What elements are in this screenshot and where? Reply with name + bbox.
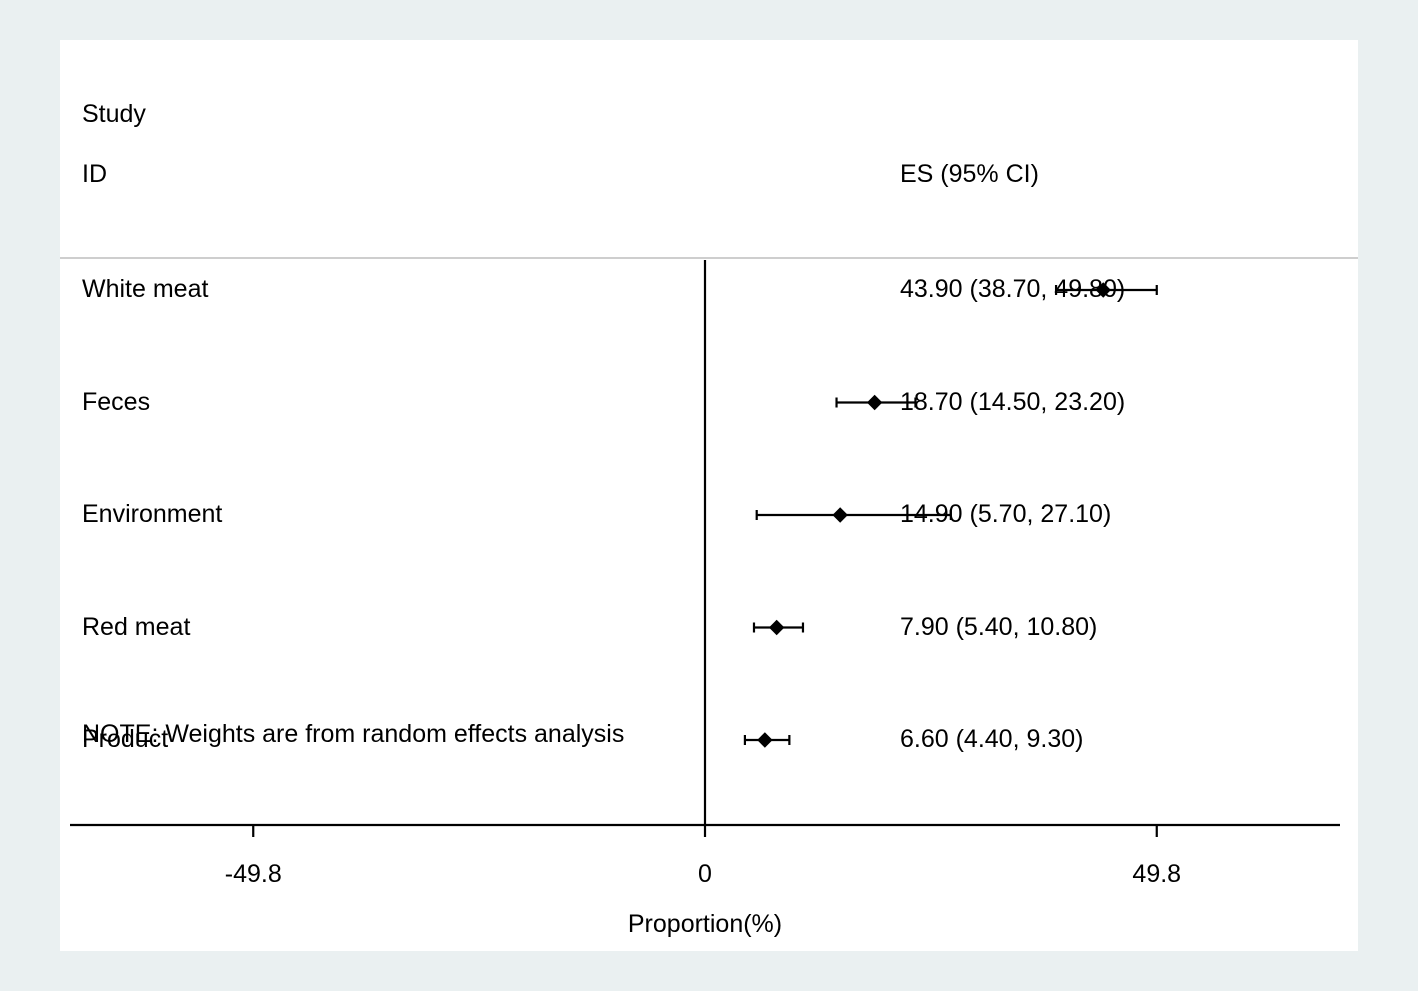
study-label: Feces bbox=[82, 388, 150, 417]
x-axis-tick-label: 49.8 bbox=[1132, 860, 1181, 889]
study-label: Red meat bbox=[82, 613, 190, 642]
point-marker bbox=[832, 507, 847, 522]
study-label: White meat bbox=[82, 275, 208, 304]
chart-canvas: Study ID ES (95% CI) NOTE: Weights are f… bbox=[0, 0, 1418, 991]
point-marker bbox=[757, 732, 772, 747]
header-es-ci: ES (95% CI) bbox=[900, 160, 1039, 189]
x-axis-tick-label: -49.8 bbox=[225, 860, 282, 889]
es-ci-value: 6.60 (4.40, 9.30) bbox=[900, 725, 1083, 754]
svg-layer bbox=[0, 0, 1418, 991]
es-ci-value: 14.90 (5.70, 27.10) bbox=[900, 500, 1111, 529]
es-ci-value: 43.90 (38.70, 49.80) bbox=[900, 275, 1125, 304]
point-marker bbox=[867, 395, 882, 410]
study-label: Environment bbox=[82, 500, 222, 529]
header-study: Study bbox=[82, 100, 146, 129]
x-axis-tick-label: 0 bbox=[698, 860, 712, 889]
study-label: Product bbox=[82, 725, 168, 754]
es-ci-value: 7.90 (5.40, 10.80) bbox=[900, 613, 1097, 642]
header-id: ID bbox=[82, 160, 107, 189]
es-ci-value: 18.70 (14.50, 23.20) bbox=[900, 388, 1125, 417]
point-marker bbox=[769, 620, 784, 635]
x-axis-label: Proportion(%) bbox=[628, 910, 782, 939]
